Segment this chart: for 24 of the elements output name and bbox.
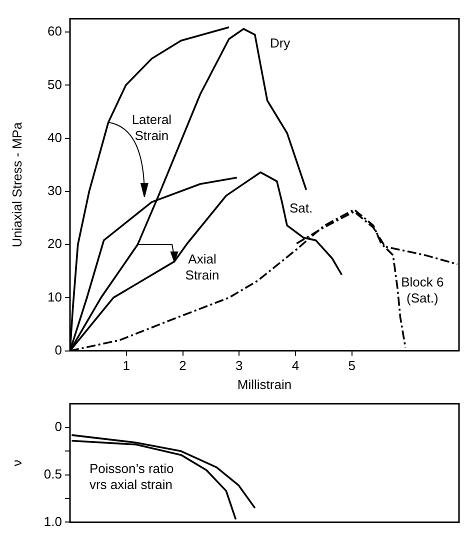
y-tick-label: 40 [48,130,62,145]
y-tick-label: 0 [54,419,62,434]
x-tick-label: 4 [292,358,300,374]
x-axis-title: Millistrain [237,376,292,392]
x-tick-label: 5 [348,358,356,374]
y-tick-label: 50 [48,76,62,92]
y-tick-label: 0.5 [44,466,62,482]
x-tick-label: 1 [122,358,130,374]
annotation: Dry [270,35,291,50]
annotation: Axial Strain [185,251,220,282]
annotation: Poisson’s ratio vrs axial strain [89,460,174,492]
annotation: Block 6 (Sat.) [401,274,444,306]
y-tick-label: 1.0 [44,514,62,529]
annotation: Sat. [290,200,313,216]
y-tick-label: 30 [48,183,62,198]
y-axis-title: Uniaxial Stress - MPa [9,122,24,248]
y-tick-label: 0 [54,342,62,358]
y-axis-title: ν [9,460,24,466]
y-tick-label: 20 [48,236,62,252]
y-tick-label: 10 [48,289,62,304]
y-tick-label: 60 [48,24,62,39]
annotation: Lateral Strain [132,112,172,143]
x-tick-label: 3 [236,358,243,374]
x-tick-label: 2 [179,358,186,374]
